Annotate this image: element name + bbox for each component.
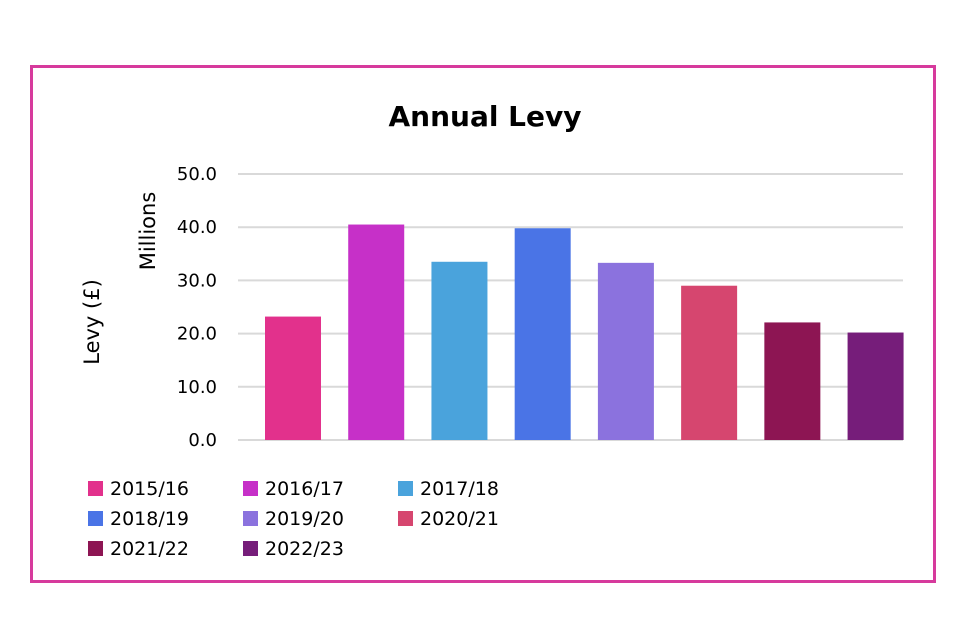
y-tick-label: 40.0 bbox=[177, 217, 217, 238]
annual-levy-chart: Annual Levy Levy (£) Millions 0.0 10.0 20.… bbox=[80, 100, 904, 560]
y-tick-label: 0.0 bbox=[188, 430, 217, 451]
bar-2019-20 bbox=[597, 262, 654, 440]
legend-item: 2021/22 bbox=[88, 538, 189, 560]
legend-swatch bbox=[88, 541, 103, 556]
bar-2021-22 bbox=[764, 322, 821, 440]
legend-item: 2022/23 bbox=[243, 538, 344, 560]
bar-2020-21 bbox=[681, 285, 738, 440]
y-axis-label: Levy (£) bbox=[80, 279, 104, 365]
bar-2022-23 bbox=[847, 332, 904, 440]
y-tick-label: 50.0 bbox=[177, 164, 217, 185]
chart-frame: Annual Levy Levy (£) Millions 0.0 10.0 20.… bbox=[30, 65, 936, 583]
legend-item: 2016/17 bbox=[243, 478, 344, 500]
bar-2015-16 bbox=[265, 316, 321, 440]
legend-item: 2019/20 bbox=[243, 508, 344, 530]
legend-label: 2020/21 bbox=[420, 508, 499, 530]
legend-swatch bbox=[243, 481, 258, 496]
legend-swatch bbox=[88, 481, 103, 496]
legend-label: 2022/23 bbox=[265, 538, 344, 560]
legend-label: 2016/17 bbox=[265, 478, 344, 500]
y-axis-ticks: 0.0 10.0 20.0 30.0 40.0 50.0 bbox=[177, 164, 217, 451]
legend-label: 2017/18 bbox=[420, 478, 499, 500]
legend-item: 2018/19 bbox=[88, 508, 189, 530]
y-tick-label: 20.0 bbox=[177, 324, 217, 345]
y-tick-label: 30.0 bbox=[177, 270, 217, 291]
bars bbox=[265, 224, 904, 440]
chart-title: Annual Levy bbox=[388, 100, 581, 133]
legend: 2015/16 2016/17 2017/18 2018/19 2019/20 2020/… bbox=[88, 478, 499, 560]
y-axis-units-label: Millions bbox=[136, 192, 160, 271]
bar-2018-19 bbox=[514, 228, 571, 440]
legend-swatch bbox=[88, 511, 103, 526]
bar-2016-17 bbox=[348, 224, 405, 440]
legend-swatch bbox=[398, 511, 413, 526]
legend-swatch bbox=[398, 481, 413, 496]
bar-2017-18 bbox=[431, 261, 488, 440]
legend-label: 2019/20 bbox=[265, 508, 344, 530]
legend-label: 2018/19 bbox=[110, 508, 189, 530]
legend-label: 2021/22 bbox=[110, 538, 189, 560]
legend-swatch bbox=[243, 511, 258, 526]
legend-label: 2015/16 bbox=[110, 478, 189, 500]
legend-item: 2020/21 bbox=[398, 508, 499, 530]
y-tick-label: 10.0 bbox=[177, 377, 217, 398]
legend-swatch bbox=[243, 541, 258, 556]
legend-item: 2015/16 bbox=[88, 478, 189, 500]
legend-item: 2017/18 bbox=[398, 478, 499, 500]
